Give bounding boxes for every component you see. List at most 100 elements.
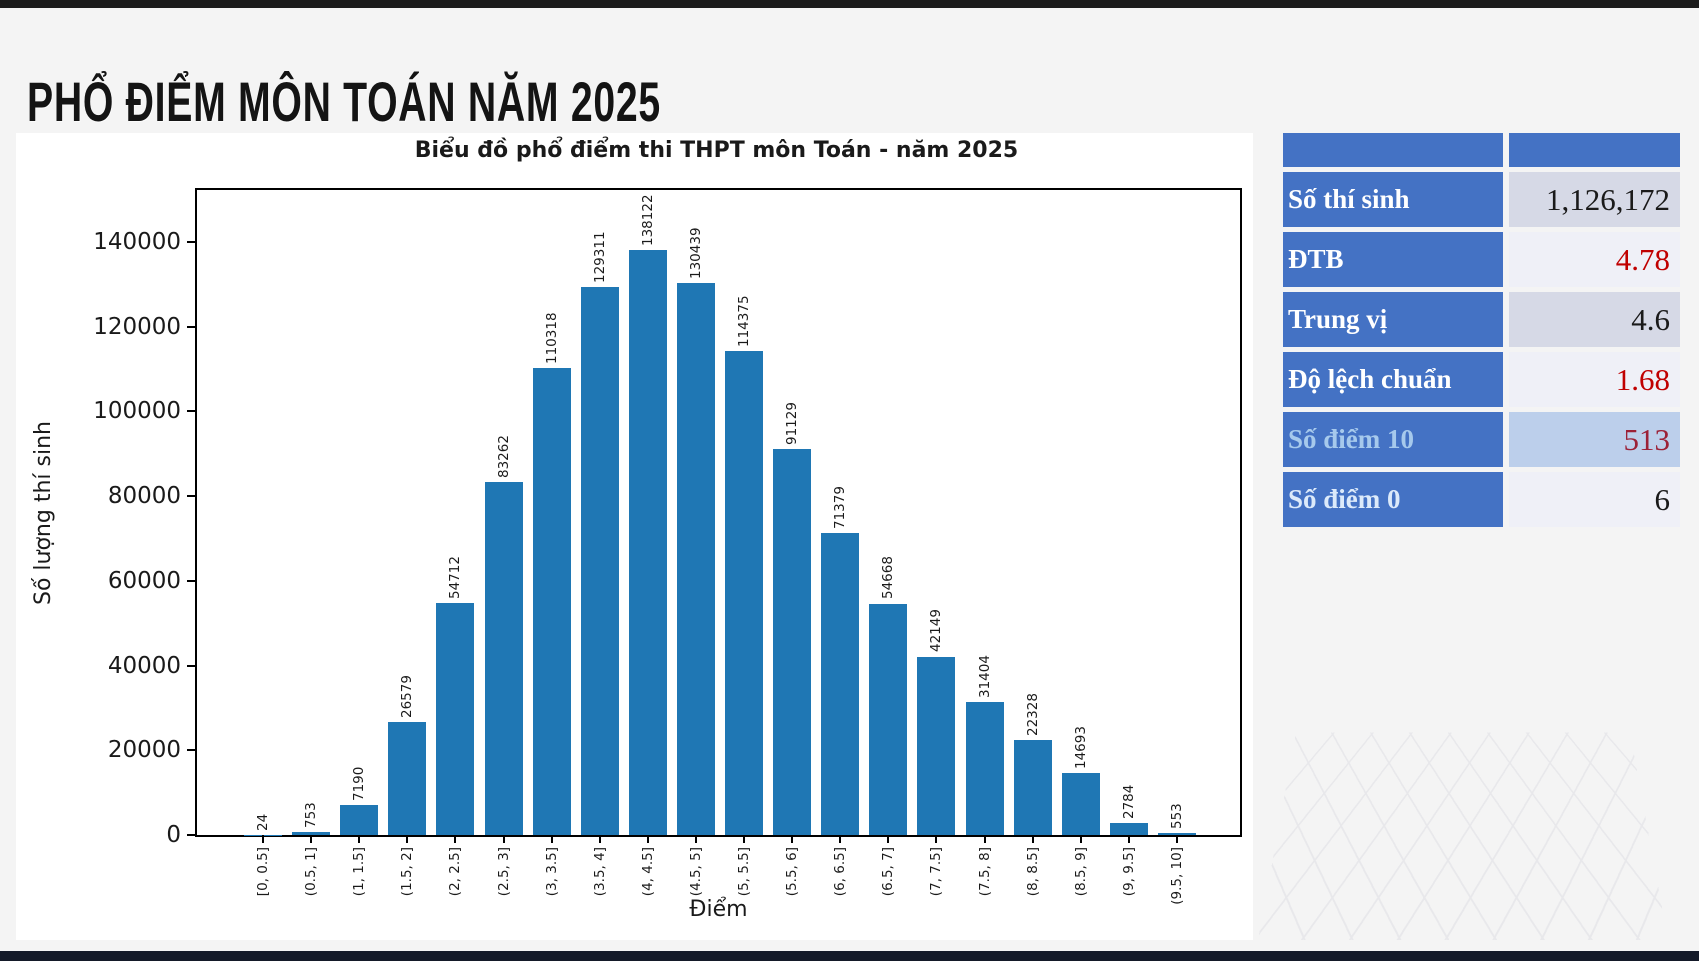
x-tick-label: (3, 3.5] bbox=[543, 847, 560, 897]
page-title: PHỔ ĐIỂM MÔN TOÁN NĂM 2025 bbox=[27, 69, 661, 133]
stats-row: ĐTB 4.78 bbox=[1283, 232, 1680, 287]
bar-value-label: 54712 bbox=[447, 556, 464, 600]
y-tick-label: 120000 bbox=[93, 313, 181, 340]
bar bbox=[388, 722, 427, 835]
x-tick-label: (3.5, 4] bbox=[591, 847, 608, 897]
stats-header-row bbox=[1283, 133, 1680, 167]
top-accent-bar bbox=[0, 0, 1699, 8]
bar-value-label: 24 bbox=[255, 813, 271, 831]
y-tick-label: 20000 bbox=[107, 737, 181, 764]
y-tick-mark bbox=[187, 579, 195, 582]
x-tick-mark bbox=[887, 835, 890, 843]
bar-value-label: 31404 bbox=[976, 655, 993, 698]
x-tick-label: (6, 6.5] bbox=[832, 847, 849, 897]
y-tick-mark bbox=[187, 325, 195, 328]
bar-value-label: 138122 bbox=[639, 194, 656, 247]
bar bbox=[1157, 832, 1196, 835]
stats-header-value-cell bbox=[1509, 133, 1680, 167]
bar-value-label: 91129 bbox=[784, 402, 801, 446]
bar-value-label: 71379 bbox=[832, 485, 849, 529]
plot-area: 24 [0, 0.5] 753 (0.5, 1] 7190 (1, 1.5] 26579 (1… bbox=[31, 188, 1242, 922]
y-tick-label: 0 bbox=[166, 822, 181, 848]
x-tick-mark bbox=[694, 835, 697, 843]
x-tick-label: (9.5, 10] bbox=[1168, 847, 1185, 905]
bar-value-label: 26579 bbox=[399, 675, 416, 719]
bar-value-label: 2784 bbox=[1120, 784, 1137, 820]
x-tick-mark bbox=[839, 835, 842, 843]
x-tick-mark bbox=[935, 835, 938, 843]
x-tick-label: (1.5, 2] bbox=[399, 847, 416, 897]
x-tick-label: (0.5, 1] bbox=[303, 847, 320, 897]
bar bbox=[580, 287, 619, 835]
bar bbox=[628, 250, 667, 835]
bar bbox=[773, 449, 812, 835]
y-tick-label: 140000 bbox=[93, 229, 181, 256]
x-tick-label: (2, 2.5] bbox=[447, 847, 464, 897]
bar bbox=[965, 702, 1004, 835]
bar-value-label: 22328 bbox=[1024, 693, 1041, 737]
stats-row: Độ lệch chuẩn 1.68 bbox=[1283, 352, 1680, 407]
stat-value: 6 bbox=[1509, 472, 1680, 527]
bar-value-label: 129311 bbox=[591, 231, 608, 284]
x-tick-mark bbox=[598, 835, 601, 843]
bar bbox=[917, 656, 956, 835]
x-tick-mark bbox=[1127, 835, 1130, 843]
x-tick-label: (8, 8.5] bbox=[1024, 847, 1041, 897]
x-tick-mark bbox=[1031, 835, 1034, 843]
stats-row: Số điểm 10 513 bbox=[1283, 412, 1680, 467]
y-tick-mark bbox=[187, 410, 195, 413]
stat-value: 513 bbox=[1509, 412, 1680, 467]
bar bbox=[1061, 772, 1100, 835]
bar bbox=[340, 804, 379, 835]
diamond-watermark bbox=[1258, 732, 1668, 940]
x-tick-label: (1, 1.5] bbox=[351, 847, 368, 897]
bar bbox=[484, 482, 523, 835]
stat-value: 4.78 bbox=[1509, 232, 1680, 287]
x-axis-label: Điểm bbox=[689, 897, 748, 922]
stat-label: Số điểm 10 bbox=[1283, 412, 1503, 467]
stat-label: Trung vị bbox=[1283, 292, 1503, 347]
y-tick-label: 60000 bbox=[107, 567, 181, 594]
x-tick-mark bbox=[262, 835, 264, 843]
bar bbox=[292, 831, 331, 835]
bar-value-label: 114375 bbox=[736, 295, 752, 347]
y-tick-label: 100000 bbox=[93, 398, 181, 425]
stat-label: ĐTB bbox=[1283, 232, 1503, 287]
stats-header-label-cell bbox=[1283, 133, 1503, 167]
stat-value: 1,126,172 bbox=[1509, 172, 1680, 227]
x-tick-mark bbox=[743, 835, 745, 843]
y-tick-mark bbox=[187, 241, 195, 244]
x-tick-mark bbox=[1079, 835, 1082, 843]
y-tick-mark bbox=[187, 834, 195, 836]
y-tick-mark bbox=[187, 495, 195, 498]
y-axis-label: Số lượng thí sinh bbox=[31, 420, 56, 605]
bar-value-label: 753 bbox=[303, 802, 320, 828]
bar bbox=[676, 282, 715, 835]
x-tick-mark bbox=[406, 835, 409, 843]
stats-row: Trung vị 4.6 bbox=[1283, 292, 1680, 347]
x-tick-mark bbox=[310, 835, 313, 843]
stat-label: Số thí sinh bbox=[1283, 172, 1503, 227]
x-tick-mark bbox=[502, 835, 505, 843]
bar bbox=[1013, 740, 1052, 835]
bar-value-label: 7190 bbox=[351, 766, 368, 801]
x-tick-label: (2.5, 3] bbox=[495, 847, 512, 897]
bar bbox=[1109, 823, 1148, 835]
bar-value-label: 110318 bbox=[543, 312, 560, 364]
x-tick-mark bbox=[550, 835, 553, 843]
bottom-accent-bar bbox=[0, 951, 1699, 961]
bar-value-label: 54668 bbox=[880, 556, 897, 600]
x-tick-label: (7, 7.5] bbox=[928, 847, 945, 897]
bar-value-label: 553 bbox=[1168, 802, 1185, 829]
bar bbox=[821, 532, 860, 835]
stat-value: 1.68 bbox=[1509, 352, 1680, 407]
stat-label: Số điểm 0 bbox=[1283, 472, 1503, 527]
bar-value-label: 14693 bbox=[1072, 725, 1089, 769]
x-tick-mark bbox=[983, 835, 986, 843]
x-tick-label: (8.5, 9] bbox=[1072, 847, 1089, 897]
bar-value-label: 42149 bbox=[928, 609, 945, 653]
y-tick-mark bbox=[187, 664, 195, 667]
stats-table: Số thí sinh 1,126,172 ĐTB 4.78 Trung vị 4.6 Độ… bbox=[1283, 133, 1680, 532]
